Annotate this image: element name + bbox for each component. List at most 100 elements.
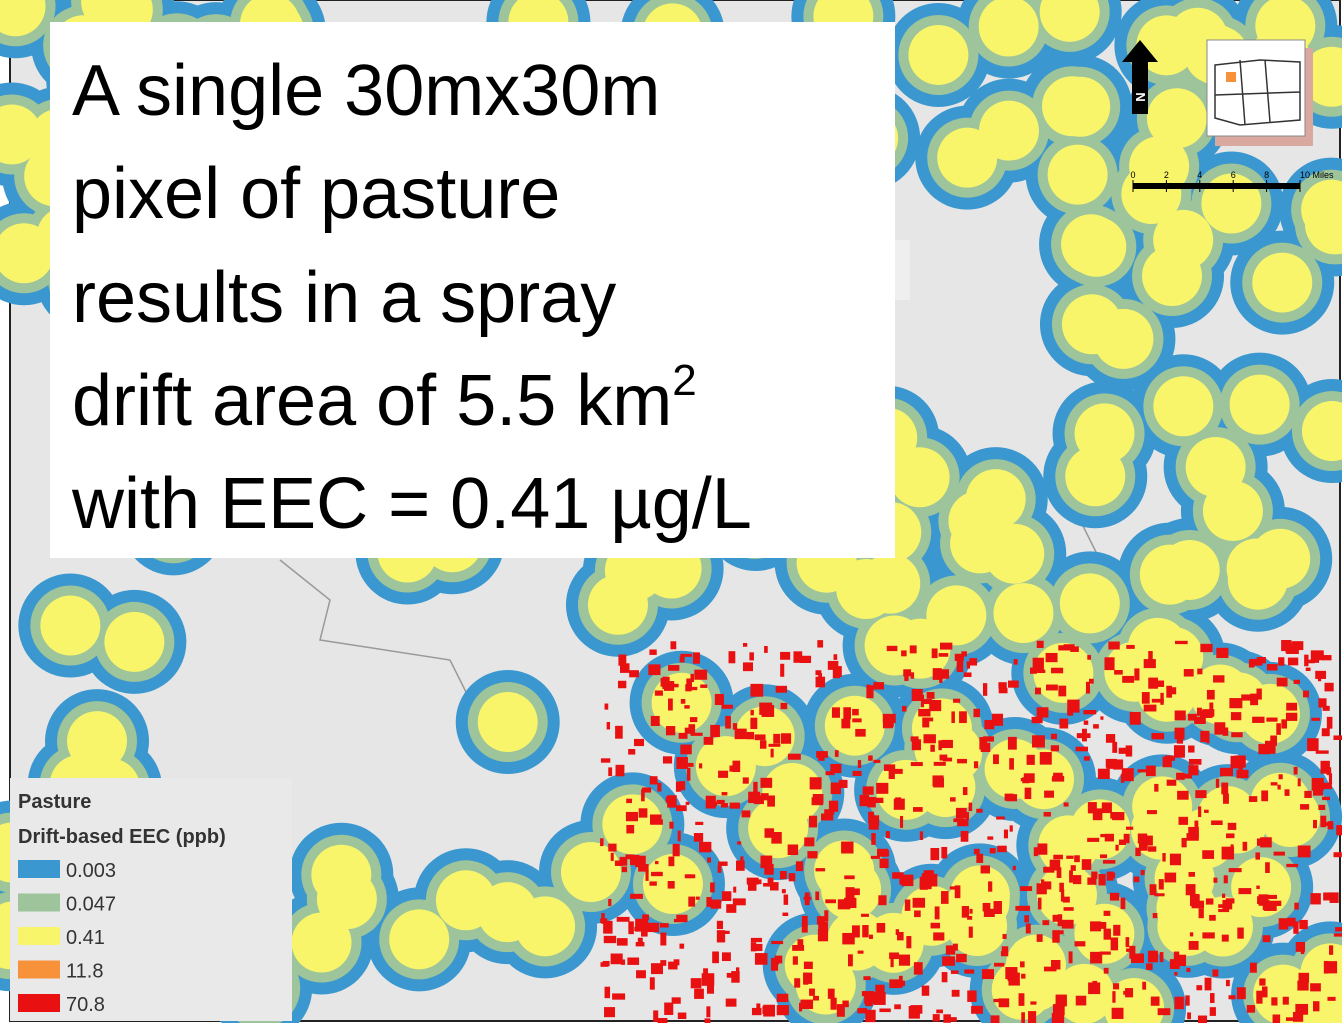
crop-patch — [993, 754, 999, 764]
crop-patch — [733, 898, 746, 905]
crop-patch — [718, 865, 722, 873]
crop-patch — [751, 938, 762, 942]
crop-patch — [1154, 893, 1164, 896]
zone-inner — [104, 612, 164, 672]
crop-patch — [722, 891, 731, 901]
crop-patch — [871, 856, 880, 859]
crop-patch — [1229, 995, 1236, 999]
crop-patch — [1196, 985, 1202, 990]
crop-patch — [1126, 937, 1130, 947]
crop-patch — [657, 783, 661, 792]
crop-patch — [1238, 888, 1251, 894]
crop-patch — [626, 825, 634, 833]
crop-patch — [868, 755, 873, 760]
crop-patch — [617, 917, 630, 922]
crop-patch — [920, 831, 923, 840]
crop-patch — [753, 782, 757, 794]
crop-patch — [1167, 780, 1177, 786]
crop-patch — [1206, 898, 1213, 904]
crop-patch — [1296, 942, 1305, 952]
crop-patch — [1299, 973, 1310, 983]
crop-patch — [803, 973, 808, 985]
crop-patch — [706, 897, 711, 907]
crop-patch — [650, 776, 658, 784]
crop-patch — [1218, 909, 1229, 912]
crop-patch — [1084, 756, 1090, 760]
crop-patch — [1310, 983, 1321, 991]
crop-patch — [1325, 683, 1334, 692]
crop-patch — [899, 955, 910, 966]
crop-patch — [1122, 768, 1134, 781]
crop-patch — [743, 662, 753, 671]
crop-patch — [653, 1010, 658, 1022]
crop-patch — [1194, 717, 1206, 724]
crop-patch — [1174, 972, 1177, 976]
crop-patch — [994, 963, 1004, 967]
zone-inner — [1048, 145, 1108, 205]
crop-patch — [1100, 854, 1107, 858]
crop-patch — [935, 906, 940, 919]
crop-patch — [700, 684, 707, 687]
crop-patch — [1231, 712, 1241, 720]
crop-patch — [1008, 973, 1019, 986]
crop-patch — [952, 990, 960, 997]
crop-patch — [933, 932, 944, 940]
crop-patch — [883, 850, 889, 856]
crop-patch — [655, 690, 663, 695]
crop-patch — [737, 841, 741, 844]
crop-patch — [843, 707, 851, 719]
crop-patch — [1102, 802, 1112, 813]
crop-patch — [880, 859, 889, 868]
crop-patch — [1153, 913, 1158, 918]
zone-inner — [908, 25, 968, 85]
crop-patch — [855, 729, 865, 737]
crop-patch — [662, 677, 669, 689]
crop-patch — [626, 799, 632, 803]
crop-patch — [755, 953, 768, 965]
crop-patch — [1292, 641, 1303, 650]
crop-patch — [1315, 671, 1326, 679]
crop-patch — [668, 857, 674, 867]
crop-patch — [963, 787, 968, 795]
crop-patch — [1313, 820, 1317, 828]
crop-patch — [953, 944, 958, 951]
crop-patch — [612, 993, 625, 999]
crop-patch — [1087, 733, 1091, 738]
crop-patch — [1192, 901, 1204, 909]
crop-patch — [1020, 886, 1032, 891]
crop-patch — [1148, 951, 1158, 963]
callout-line: pixel of pasture — [72, 154, 560, 234]
crop-patch — [992, 714, 1003, 726]
crop-patch — [1327, 997, 1335, 1001]
legend-label: 0.003 — [66, 860, 116, 882]
crop-patch — [1146, 963, 1153, 970]
crop-patch — [991, 1015, 1000, 1023]
crop-patch — [816, 677, 826, 688]
crop-patch — [1021, 1012, 1025, 1023]
crop-patch — [1106, 734, 1115, 743]
crop-patch — [748, 792, 760, 803]
crop-patch — [1044, 791, 1054, 798]
crop-patch — [722, 705, 733, 709]
crop-patch — [1021, 974, 1025, 979]
crop-patch — [957, 819, 968, 826]
crop-patch — [710, 725, 720, 737]
crop-patch — [740, 856, 743, 862]
crop-patch — [816, 751, 828, 758]
crop-patch — [1159, 879, 1164, 889]
crop-patch — [1241, 694, 1251, 700]
crop-patch — [1286, 864, 1298, 867]
crop-patch — [1266, 895, 1277, 899]
crop-patch — [1175, 997, 1184, 1010]
crop-patch — [650, 814, 662, 824]
crop-patch — [1131, 954, 1144, 963]
crop-patch — [1099, 874, 1106, 885]
crop-patch — [782, 889, 786, 893]
crop-patch — [687, 874, 691, 878]
zone-inner — [937, 128, 997, 188]
crop-patch — [1311, 718, 1320, 721]
crop-patch — [649, 649, 656, 654]
crop-patch — [773, 959, 779, 965]
crop-patch — [1098, 769, 1110, 779]
crop-patch — [751, 710, 754, 715]
